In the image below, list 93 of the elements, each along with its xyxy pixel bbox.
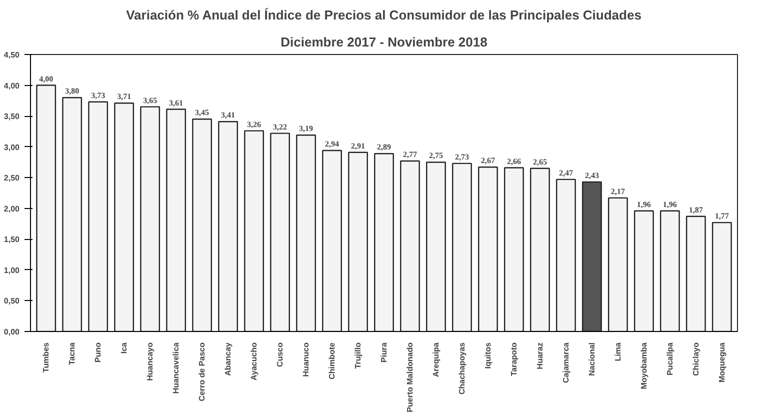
y-tick-label: 1,50 [4, 235, 20, 244]
y-tick-label: 3,50 [4, 112, 20, 122]
x-tick-label: Chachapoyas [457, 342, 466, 395]
data-label: 2,94 [325, 140, 340, 149]
bar [88, 101, 108, 332]
data-label: 1,96 [636, 200, 651, 209]
x-tick-label: Moquegua [717, 342, 726, 382]
x-tick-label: Chimbote [328, 342, 337, 380]
x-tick-label: Chiclayo [691, 342, 700, 376]
x-tick-label: Nacional [587, 342, 596, 376]
y-tick-label: 4,50 [4, 50, 20, 60]
data-label: 3,73 [91, 90, 106, 100]
x-tick-label: Piura [380, 342, 388, 363]
bar [660, 210, 680, 332]
bar [686, 216, 706, 332]
bar [218, 120, 238, 332]
data-label: 3,22 [273, 122, 288, 132]
bar [556, 178, 576, 332]
data-label: 2,66 [506, 156, 521, 166]
data-label: 3,26 [247, 120, 262, 129]
data-label: 2,47 [558, 168, 573, 178]
chart-subtitle: Diciembre 2017 - Noviembre 2018 [280, 34, 488, 50]
bar [504, 167, 524, 332]
x-tick-label: Ayacucho [250, 342, 259, 380]
data-label: 1,96 [662, 200, 677, 209]
bar [322, 150, 342, 332]
x-tick-label: Tacna [68, 342, 77, 366]
data-label: 1,87 [688, 205, 703, 214]
x-tick-label: Abancay [224, 342, 233, 376]
x-tick-label: Tumbes [42, 342, 51, 373]
x-tick-label: Puerto Maldonado [405, 342, 414, 412]
x-tick-label: Cusco [276, 342, 285, 367]
bar [608, 197, 628, 332]
data-label: 3,45 [195, 108, 210, 118]
bar [62, 96, 82, 332]
x-tick-label: Ica [120, 342, 129, 354]
x-tick-label: Huaraz [535, 342, 544, 370]
data-label: 3,19 [299, 124, 314, 134]
x-tick-label: Lima [613, 342, 622, 362]
bar [374, 153, 394, 332]
data-label: 2,75 [428, 151, 443, 160]
data-label: 2,43 [584, 170, 599, 180]
bar [296, 134, 316, 332]
bar [582, 181, 602, 332]
data-label: 2,67 [480, 156, 495, 166]
data-label: 3,61 [169, 98, 184, 108]
bar [712, 222, 732, 332]
x-tick-label: Iquitos [483, 342, 492, 369]
bar [452, 162, 472, 332]
y-tick-label: 0,00 [4, 328, 20, 336]
data-label: 2,89 [377, 142, 391, 152]
data-label: 2,73 [454, 152, 469, 162]
y-tick-label: 1,00 [4, 266, 20, 275]
chart-title: Variación % Anual del Índice de Precios al Consumidor de las Principales Ciudades [126, 8, 642, 22]
bar [634, 210, 654, 332]
data-label: 2,65 [532, 157, 547, 166]
bar [270, 132, 290, 332]
bar [478, 166, 498, 332]
data-label: 3,65 [143, 96, 158, 105]
y-tick-label: 2,50 [4, 174, 20, 183]
bar [348, 152, 368, 332]
bar [244, 130, 264, 332]
y-tick-label: 2,00 [4, 204, 20, 214]
x-tick-label: Huancavelica [172, 342, 181, 394]
y-tick-label: 4,00 [4, 81, 20, 90]
data-label: 4,00 [39, 74, 54, 84]
x-tick-label: Trujillo [354, 342, 363, 369]
data-label: 3,41 [221, 110, 236, 120]
y-tick-label: 3,00 [4, 142, 20, 152]
x-tick-label: Puno [94, 342, 103, 362]
x-tick-label: Arequipa [431, 342, 440, 378]
x-tick-label: Moyobamba [639, 342, 648, 390]
bar [166, 108, 186, 332]
bar [530, 168, 550, 332]
x-tick-label: Huanuco [302, 342, 311, 377]
bar [114, 102, 134, 332]
data-label: 1,77 [714, 212, 729, 221]
bar [36, 84, 56, 332]
x-tick-label: Cerro de Pasco [198, 342, 207, 402]
bar [140, 106, 160, 332]
x-tick-label: Huancayo [146, 342, 155, 381]
data-label: 2,91 [351, 141, 366, 150]
bar [426, 162, 446, 332]
x-tick-label: Pucallpa [665, 342, 674, 376]
data-label: 2,17 [610, 186, 625, 196]
data-label: 3,80 [65, 86, 80, 96]
data-label: 3,71 [117, 92, 132, 102]
bar [192, 118, 212, 332]
x-tick-label: Cajamarca [561, 342, 570, 383]
data-label: 2,77 [402, 150, 417, 159]
bar [400, 160, 420, 332]
x-tick-label: Tarapoto [509, 342, 518, 376]
y-tick-label: 0,50 [4, 296, 20, 306]
